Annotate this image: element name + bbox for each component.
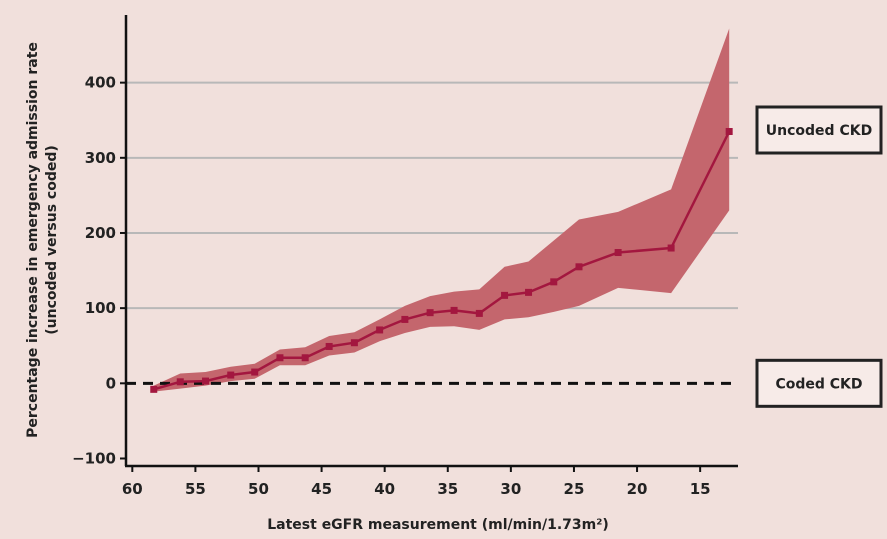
data-point-10 [401,315,409,323]
y-tick-label: 400 [85,74,116,92]
annotation-label: Uncoded CKD [766,123,872,139]
data-point-20 [725,128,733,136]
x-tick-label: 20 [627,480,648,498]
data-point-19 [667,244,675,252]
x-tick-label: 25 [564,480,585,498]
data-point-6 [301,354,309,362]
y-axis-title-line-2: (uncoded versus coded) [44,145,60,335]
data-point-15 [525,288,533,296]
tick-labels: −100 0 100 200 300 400 60 55 50 45 40 35 30 25 20 15 [72,74,710,498]
data-point-4 [251,368,259,376]
data-point-13 [475,309,483,317]
data-point-0 [150,385,158,393]
data-point-3 [227,371,235,379]
y-tick-label: 100 [85,299,116,317]
x-tick-label: 40 [374,480,395,498]
y-tick-label: 0 [106,374,116,392]
x-tick-label: 35 [437,480,458,498]
data-point-1 [176,378,184,386]
data-point-17 [575,263,583,271]
confidence-band [153,28,730,392]
data-point-11 [426,309,434,317]
x-tick-label: 30 [500,480,521,498]
data-point-14 [501,291,509,299]
data-point-2 [201,377,209,385]
y-tick-label: 300 [85,149,116,167]
y-axis-title-line-1: Percentage increase in emergency admissi… [25,42,41,438]
data-points [150,128,733,393]
annotations: Uncoded CKD Coded CKD [755,105,883,408]
data-point-12 [450,306,458,314]
x-tick-label: 55 [185,480,206,498]
x-tick-label: 50 [248,480,269,498]
y-tick-label: 200 [85,224,116,242]
x-axis-title: Latest eGFR measurement (ml/min/1.73m²) [267,517,609,533]
data-point-8 [350,339,358,347]
annotation-label: Coded CKD [775,376,862,392]
data-point-18 [614,249,622,257]
data-point-9 [376,326,384,334]
x-tick-label: 15 [690,480,711,498]
data-point-5 [276,354,284,362]
x-tick-label: 45 [311,480,332,498]
data-point-16 [550,278,558,286]
annotation-box [755,105,883,155]
y-tick-label: −100 [72,449,116,467]
x-tick-label: 60 [122,480,143,498]
axes [120,15,738,472]
annotation-box [755,358,883,408]
data-point-7 [325,342,333,350]
